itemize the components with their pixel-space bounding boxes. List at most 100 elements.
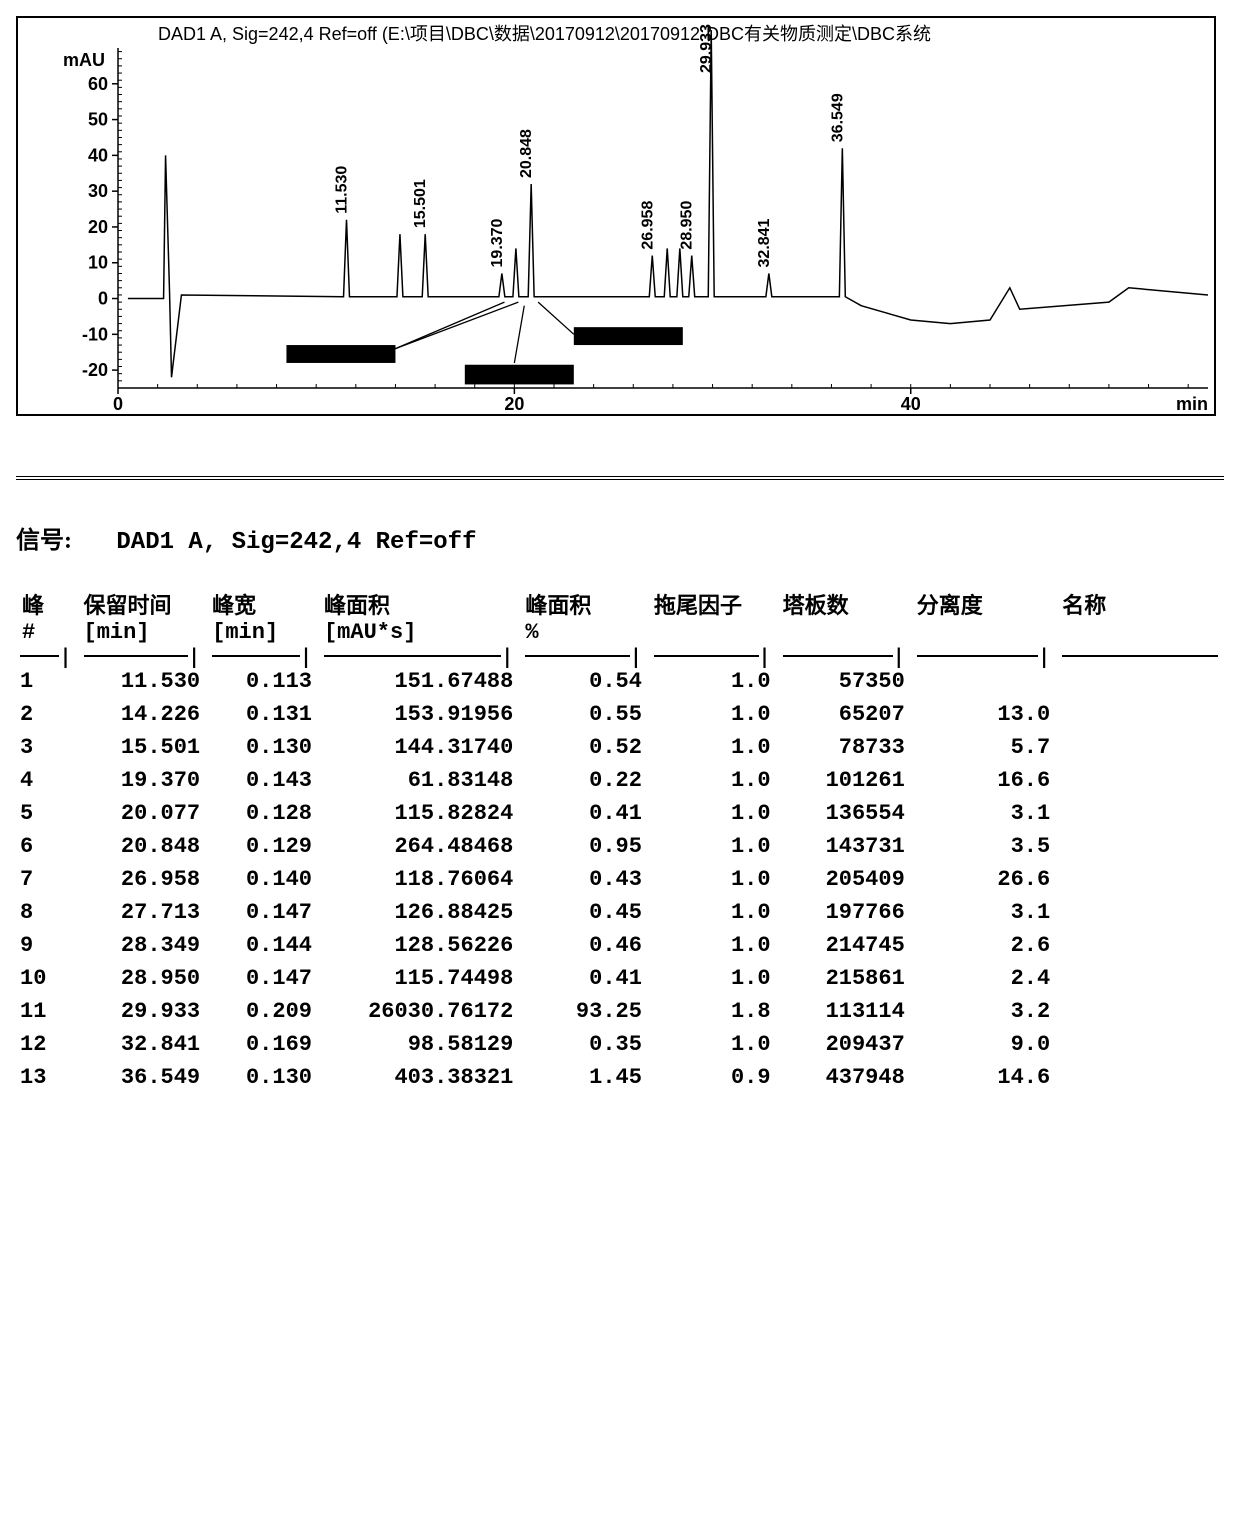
table-cell: 0.52 <box>519 731 648 764</box>
peak-table: 峰#保留时间[min]峰宽[min]峰面积[mAU*s]峰面积%拖尾因子塔板数分… <box>16 586 1224 1094</box>
table-cell: 57350 <box>777 665 911 698</box>
table-cell: 115.82824 <box>318 797 519 830</box>
table-cell: 5 <box>16 797 78 830</box>
signal-line: 信号: DAD1 A, Sig=242,4 Ref=off <box>16 520 1224 556</box>
table-cell: 0.95 <box>519 830 648 863</box>
table-cell <box>1056 962 1224 995</box>
table-row: 1028.9500.147115.744980.411.02158612.4 <box>16 962 1224 995</box>
table-cell: 1.0 <box>648 698 777 731</box>
signal-value: DAD1 A, Sig=242,4 Ref=off <box>116 529 476 556</box>
column-header: 保留时间[min] <box>78 586 207 647</box>
table-cell: 9.0 <box>911 1028 1056 1061</box>
table-row: 620.8480.129264.484680.951.01437313.5 <box>16 830 1224 863</box>
table-cell: 1 <box>16 665 78 698</box>
svg-text:min: min <box>1176 394 1208 414</box>
table-cell: 0.41 <box>519 962 648 995</box>
table-body: 111.5300.113151.674880.541.057350214.226… <box>16 665 1224 1094</box>
table-cell: 61.83148 <box>318 764 519 797</box>
table-row: 726.9580.140118.760640.431.020540926.6 <box>16 863 1224 896</box>
table-row: 419.3700.14361.831480.221.010126116.6 <box>16 764 1224 797</box>
table-header: 峰#保留时间[min]峰宽[min]峰面积[mAU*s]峰面积%拖尾因子塔板数分… <box>16 586 1224 665</box>
table-cell: 0.209 <box>206 995 318 1028</box>
table-cell <box>1056 698 1224 731</box>
section-divider <box>16 476 1224 480</box>
table-cell: 113114 <box>777 995 911 1028</box>
table-cell: 9 <box>16 929 78 962</box>
table-cell <box>911 665 1056 698</box>
table-cell: 101261 <box>777 764 911 797</box>
svg-text:26.958: 26.958 <box>639 201 656 250</box>
table-cell: 15.501 <box>78 731 207 764</box>
svg-text:20: 20 <box>88 217 108 237</box>
table-cell: 19.370 <box>78 764 207 797</box>
table-cell: 7 <box>16 863 78 896</box>
svg-text:15.501: 15.501 <box>412 179 429 228</box>
table-cell: 1.45 <box>519 1061 648 1094</box>
table-cell: 0.143 <box>206 764 318 797</box>
svg-text:10: 10 <box>88 253 108 273</box>
table-cell: 0.130 <box>206 1061 318 1094</box>
table-cell: 1.0 <box>648 929 777 962</box>
table-cell: 12 <box>16 1028 78 1061</box>
table-cell: 215861 <box>777 962 911 995</box>
table-cell: 437948 <box>777 1061 911 1094</box>
table-cell: 115.74498 <box>318 962 519 995</box>
signal-prefix: 信号: <box>16 528 72 554</box>
table-row: 827.7130.147126.884250.451.01977663.1 <box>16 896 1224 929</box>
table-cell: 3.1 <box>911 797 1056 830</box>
table-cell: 28.349 <box>78 929 207 962</box>
table-cell: 26.958 <box>78 863 207 896</box>
table-cell: 28.950 <box>78 962 207 995</box>
table-cell: 10 <box>16 962 78 995</box>
svg-text:20: 20 <box>504 394 524 414</box>
svg-text:32.841: 32.841 <box>756 218 773 267</box>
table-cell: 0.9 <box>648 1061 777 1094</box>
svg-text:60: 60 <box>88 74 108 94</box>
table-cell: 153.91956 <box>318 698 519 731</box>
svg-text:40: 40 <box>901 394 921 414</box>
column-header: 拖尾因子 <box>648 586 777 647</box>
table-cell <box>1056 1028 1224 1061</box>
table-cell: 26030.76172 <box>318 995 519 1028</box>
table-cell: 4 <box>16 764 78 797</box>
table-cell: 1.0 <box>648 863 777 896</box>
table-cell: 14.226 <box>78 698 207 731</box>
column-header: 名称 <box>1056 586 1224 647</box>
svg-text:0: 0 <box>98 289 108 309</box>
table-cell: 11.530 <box>78 665 207 698</box>
table-cell <box>1056 1061 1224 1094</box>
table-cell: 20.077 <box>78 797 207 830</box>
table-cell: 136554 <box>777 797 911 830</box>
table-cell: 0.131 <box>206 698 318 731</box>
table-cell: 5.7 <box>911 731 1056 764</box>
table-cell <box>1056 896 1224 929</box>
table-row: 1336.5490.130403.383211.450.943794814.6 <box>16 1061 1224 1094</box>
table-cell: 14.6 <box>911 1061 1056 1094</box>
table-cell: 143731 <box>777 830 911 863</box>
table-cell: 126.88425 <box>318 896 519 929</box>
svg-text:28.950: 28.950 <box>679 201 696 250</box>
table-cell: 16.6 <box>911 764 1056 797</box>
table-cell <box>1056 731 1224 764</box>
table-row: 111.5300.113151.674880.541.057350 <box>16 665 1224 698</box>
table-cell <box>1056 764 1224 797</box>
table-cell: 3 <box>16 731 78 764</box>
table-cell: 29.933 <box>78 995 207 1028</box>
table-cell: 2.6 <box>911 929 1056 962</box>
table-cell: 1.0 <box>648 1028 777 1061</box>
table-cell: 27.713 <box>78 896 207 929</box>
table-cell: 1.0 <box>648 830 777 863</box>
table-cell: 93.25 <box>519 995 648 1028</box>
table-cell: 0.130 <box>206 731 318 764</box>
table-cell: 118.76064 <box>318 863 519 896</box>
table-cell <box>1056 797 1224 830</box>
table-cell: 0.113 <box>206 665 318 698</box>
table-cell: 26.6 <box>911 863 1056 896</box>
chart-title: DAD1 A, Sig=242,4 Ref=off (E:\项目\DBC\数据\… <box>158 20 931 46</box>
table-cell: 8 <box>16 896 78 929</box>
table-cell: 6 <box>16 830 78 863</box>
table-cell: 20.848 <box>78 830 207 863</box>
table-row: 315.5010.130144.317400.521.0787335.7 <box>16 731 1224 764</box>
table-cell: 11 <box>16 995 78 1028</box>
table-cell: 2.4 <box>911 962 1056 995</box>
